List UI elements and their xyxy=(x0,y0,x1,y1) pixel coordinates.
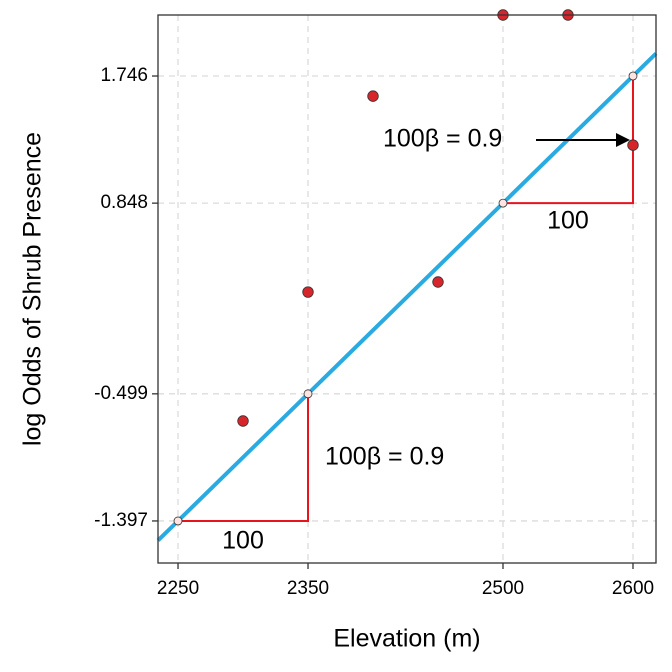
y-tick-label: 1.746 xyxy=(100,65,148,86)
regression-line xyxy=(156,52,658,542)
x-tick-label: 2350 xyxy=(287,578,329,599)
annotation: 100 xyxy=(547,207,589,235)
x-axis-title: Elevation (m) xyxy=(333,625,480,653)
annotation: 100 xyxy=(222,527,264,555)
slope-triangle xyxy=(178,393,310,522)
y-tick-label: 0.848 xyxy=(100,192,148,213)
annotation: 100β = 0.9 xyxy=(325,443,444,471)
annotation: 100β = 0.9 xyxy=(383,125,502,153)
data-point xyxy=(237,415,249,427)
y-tick-label: -0.499 xyxy=(94,383,148,404)
y-axis-title: log Odds of Shrub Presence xyxy=(19,132,47,446)
arrow-head xyxy=(615,133,630,147)
data-point xyxy=(627,139,639,151)
x-tick-label: 2500 xyxy=(482,578,524,599)
highlight-point xyxy=(498,198,508,208)
slope-triangle xyxy=(502,76,634,205)
x-tick-label: 2600 xyxy=(612,578,654,599)
y-tick-label: -1.397 xyxy=(94,510,148,531)
highlight-point xyxy=(628,71,638,81)
highlight-point xyxy=(303,389,313,399)
data-point xyxy=(302,286,314,298)
highlight-point xyxy=(173,516,183,526)
plot-border xyxy=(157,14,657,564)
data-point xyxy=(432,276,444,288)
x-tick-label: 2250 xyxy=(157,578,199,599)
data-point xyxy=(367,90,379,102)
